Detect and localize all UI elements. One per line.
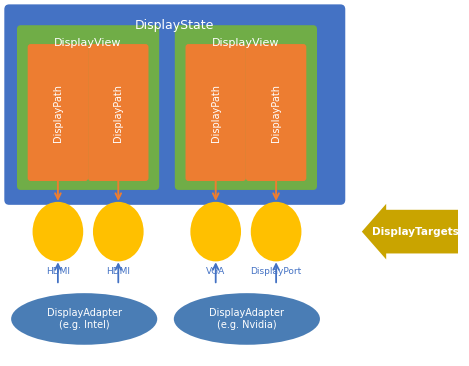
Text: DisplayAdapter
(e.g. Nvidia): DisplayAdapter (e.g. Nvidia) [209,308,284,330]
Text: DisplayPath: DisplayPath [211,83,221,142]
FancyBboxPatch shape [246,44,306,181]
Text: HDMI: HDMI [46,267,70,276]
FancyBboxPatch shape [175,25,317,190]
Text: DisplayView: DisplayView [54,38,122,48]
Text: HDMI: HDMI [106,267,130,276]
Polygon shape [362,204,459,259]
FancyBboxPatch shape [186,44,246,181]
Text: DisplayPort: DisplayPort [250,267,302,276]
Text: DisplayPath: DisplayPath [53,83,63,142]
FancyBboxPatch shape [4,4,345,205]
FancyBboxPatch shape [88,44,149,181]
Ellipse shape [32,202,83,261]
Ellipse shape [251,202,302,261]
Ellipse shape [11,293,157,345]
Text: DisplayState: DisplayState [135,19,214,32]
Text: DisplayPath: DisplayPath [271,83,281,142]
Text: DisplayTargets: DisplayTargets [372,227,459,237]
Ellipse shape [93,202,144,261]
Text: DisplayView: DisplayView [212,38,280,48]
FancyBboxPatch shape [17,25,159,190]
Ellipse shape [174,293,320,345]
FancyBboxPatch shape [28,44,88,181]
Text: DisplayAdapter
(e.g. Intel): DisplayAdapter (e.g. Intel) [47,308,121,330]
Text: DisplayPath: DisplayPath [113,83,123,142]
Text: VGA: VGA [206,267,225,276]
Ellipse shape [190,202,241,261]
